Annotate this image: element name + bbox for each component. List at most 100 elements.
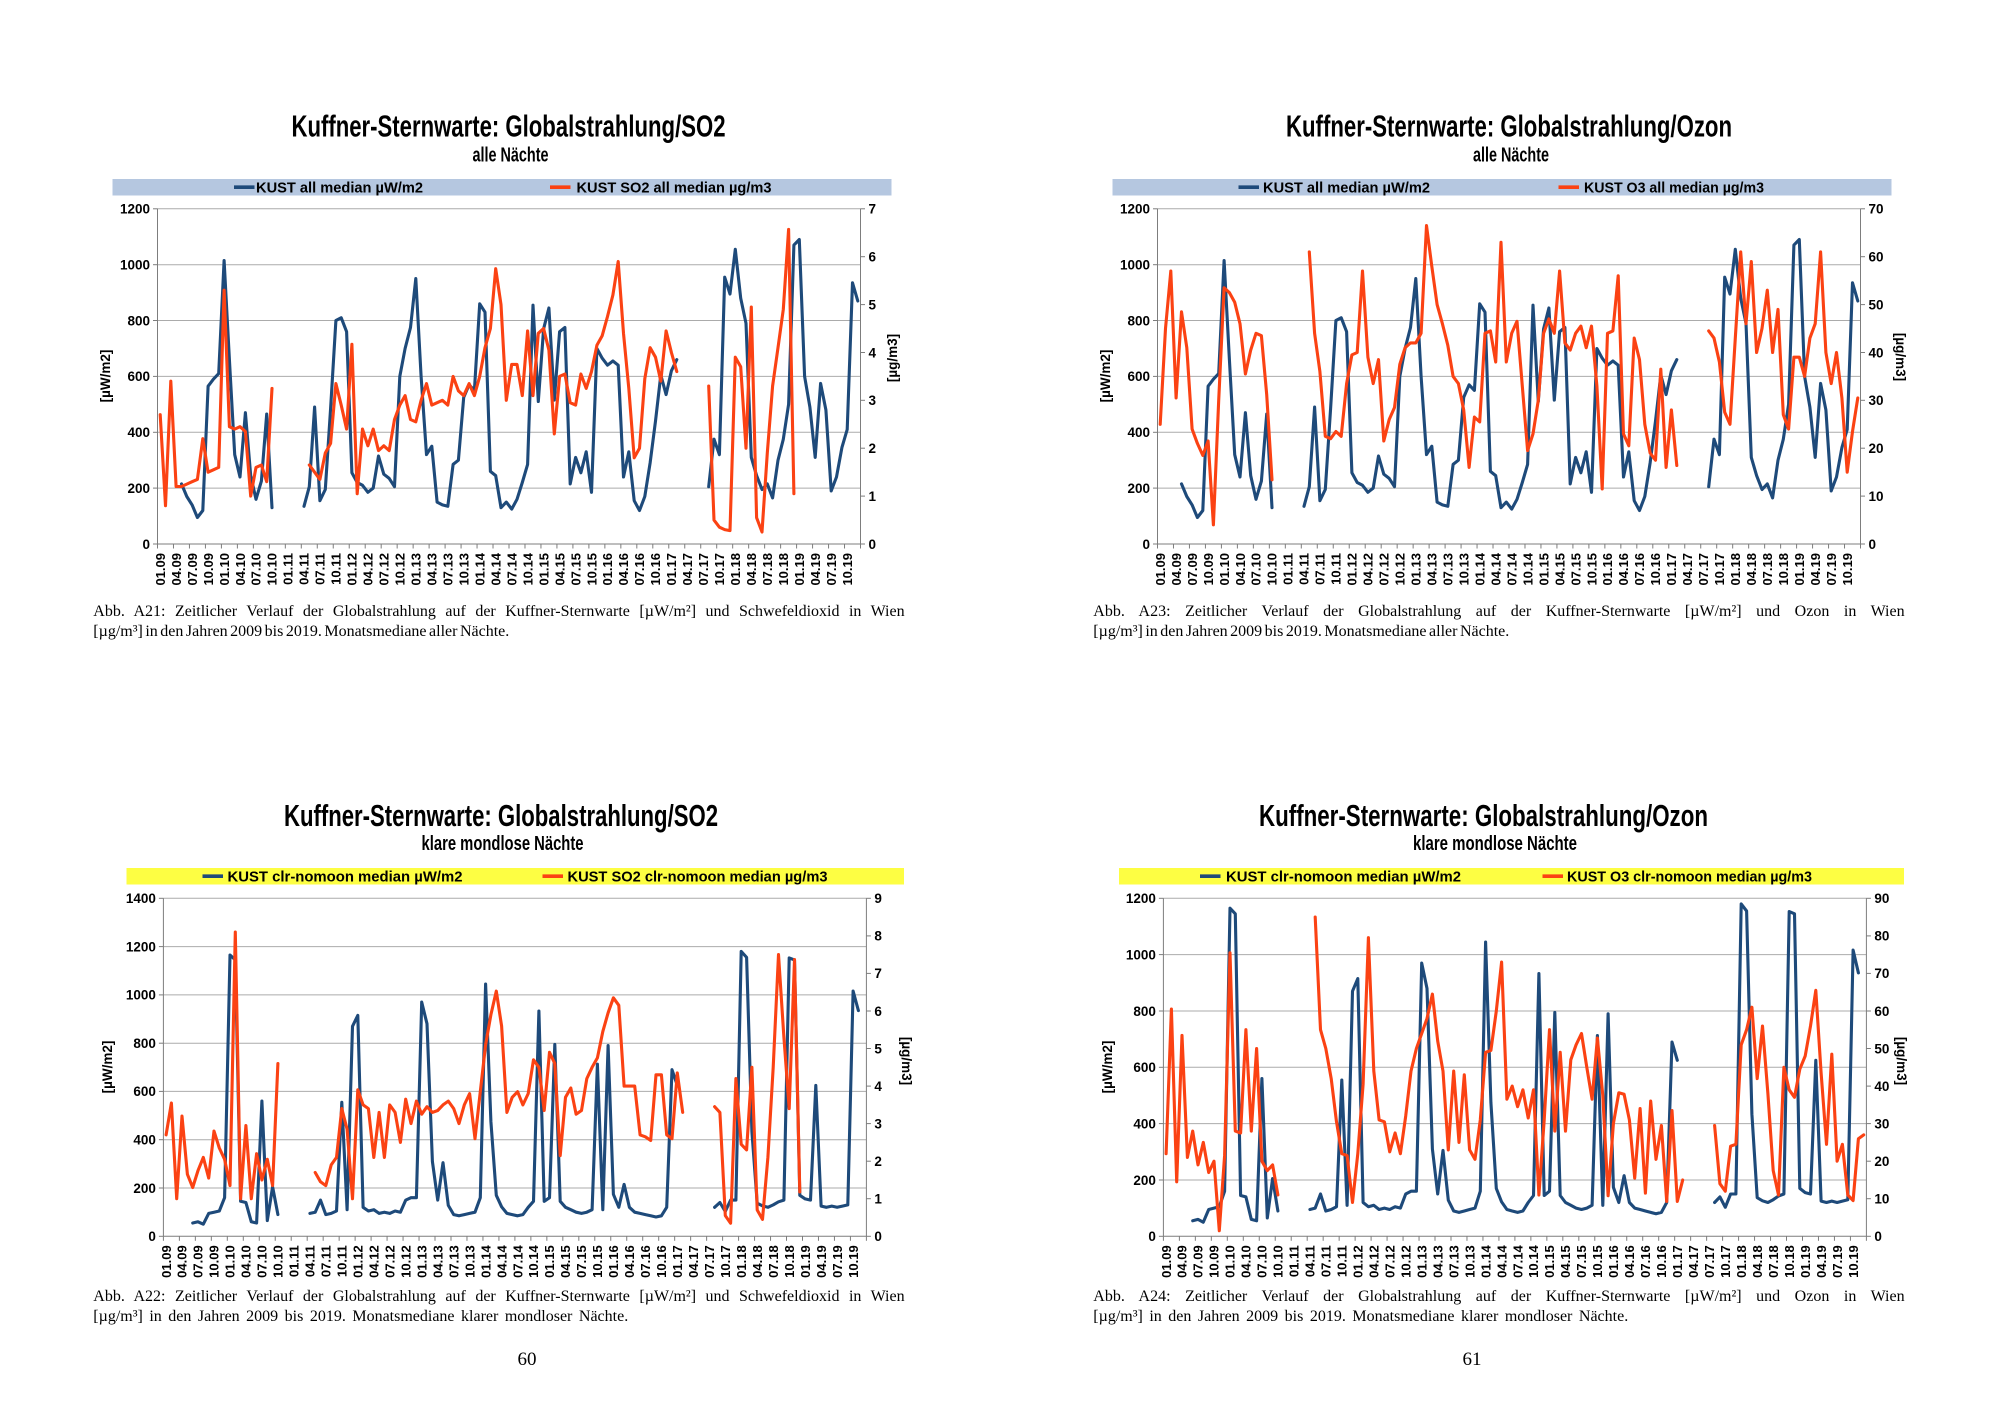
svg-text:01.19: 01.19 bbox=[1798, 1245, 1813, 1278]
svg-text:KUST O3 clr-nomoon median µg/m: KUST O3 clr-nomoon median µg/m3 bbox=[1567, 869, 1812, 886]
svg-text:07.18: 07.18 bbox=[1760, 553, 1775, 586]
svg-text:01.15: 01.15 bbox=[542, 1245, 557, 1278]
svg-text:10.19: 10.19 bbox=[1840, 553, 1855, 586]
svg-text:04.14: 04.14 bbox=[494, 1245, 509, 1278]
svg-text:07.19: 07.19 bbox=[1830, 1245, 1845, 1278]
svg-text:40: 40 bbox=[1869, 345, 1884, 360]
svg-text:10.13: 10.13 bbox=[456, 553, 471, 586]
svg-text:1200: 1200 bbox=[1120, 202, 1150, 217]
svg-text:01.12: 01.12 bbox=[1350, 1245, 1365, 1278]
svg-text:04.19: 04.19 bbox=[1814, 1245, 1829, 1278]
svg-text:5: 5 bbox=[874, 1041, 882, 1056]
svg-text:04.17: 04.17 bbox=[680, 553, 695, 586]
svg-text:200: 200 bbox=[1133, 1173, 1156, 1188]
svg-text:10.16: 10.16 bbox=[648, 553, 663, 586]
svg-text:04.13: 04.13 bbox=[1430, 1245, 1445, 1278]
svg-text:07.13: 07.13 bbox=[1440, 553, 1455, 586]
svg-text:10.17: 10.17 bbox=[718, 1245, 733, 1278]
svg-text:01.16: 01.16 bbox=[1600, 553, 1615, 586]
svg-text:01.16: 01.16 bbox=[606, 1245, 621, 1278]
svg-text:10.12: 10.12 bbox=[393, 553, 408, 586]
svg-text:07.17: 07.17 bbox=[1696, 553, 1711, 586]
svg-text:10.19: 10.19 bbox=[1846, 1245, 1861, 1278]
svg-text:0: 0 bbox=[869, 537, 877, 552]
svg-text:04.17: 04.17 bbox=[686, 1245, 701, 1278]
svg-text:alle Nächte: alle Nächte bbox=[473, 145, 549, 167]
svg-text:07.09: 07.09 bbox=[185, 553, 200, 586]
svg-text:KUST SO2 clr-nomoon median µg/: KUST SO2 clr-nomoon median µg/m3 bbox=[568, 869, 828, 886]
svg-text:07.10: 07.10 bbox=[1249, 553, 1264, 586]
svg-text:KUST all median µW/m2: KUST all median µW/m2 bbox=[1263, 180, 1430, 197]
svg-text:[µg/m3]: [µg/m3] bbox=[885, 334, 900, 382]
svg-text:07.10: 07.10 bbox=[1255, 1245, 1270, 1278]
svg-text:10.09: 10.09 bbox=[201, 553, 216, 586]
svg-text:10.16: 10.16 bbox=[654, 1245, 669, 1278]
svg-text:04.17: 04.17 bbox=[1686, 1245, 1701, 1278]
svg-text:20: 20 bbox=[1874, 1154, 1889, 1169]
svg-text:10.12: 10.12 bbox=[1393, 553, 1408, 586]
svg-text:10: 10 bbox=[1874, 1192, 1889, 1207]
svg-text:200: 200 bbox=[133, 1181, 156, 1196]
svg-text:4: 4 bbox=[869, 345, 877, 360]
svg-text:1200: 1200 bbox=[1126, 891, 1156, 906]
svg-text:04.16: 04.16 bbox=[622, 1245, 637, 1278]
svg-text:04.18: 04.18 bbox=[744, 553, 759, 586]
svg-text:[µW/m2]: [µW/m2] bbox=[98, 350, 113, 403]
svg-text:07.15: 07.15 bbox=[568, 553, 583, 586]
svg-text:07.19: 07.19 bbox=[830, 1245, 845, 1278]
svg-text:10.09: 10.09 bbox=[207, 1245, 222, 1278]
svg-text:01.13: 01.13 bbox=[409, 553, 424, 586]
svg-text:04.15: 04.15 bbox=[1552, 553, 1567, 586]
svg-text:01.18: 01.18 bbox=[1734, 1245, 1749, 1278]
svg-text:01.11: 01.11 bbox=[281, 553, 296, 585]
svg-text:07.14: 07.14 bbox=[1504, 552, 1519, 585]
svg-text:04.18: 04.18 bbox=[750, 1245, 765, 1278]
svg-text:01.12: 01.12 bbox=[350, 1245, 365, 1278]
svg-text:01.09: 01.09 bbox=[1153, 553, 1168, 586]
svg-text:07.14: 07.14 bbox=[510, 1245, 525, 1278]
svg-text:600: 600 bbox=[127, 369, 150, 384]
svg-text:20: 20 bbox=[1869, 441, 1884, 456]
svg-text:10.17: 10.17 bbox=[1712, 553, 1727, 586]
svg-text:60: 60 bbox=[1874, 1004, 1889, 1019]
svg-text:800: 800 bbox=[1127, 313, 1150, 328]
svg-text:10.11: 10.11 bbox=[1335, 1245, 1350, 1277]
svg-text:01.14: 01.14 bbox=[1472, 552, 1487, 585]
svg-text:10.10: 10.10 bbox=[1271, 1245, 1286, 1278]
svg-text:07.13: 07.13 bbox=[1446, 1245, 1461, 1278]
svg-text:10.15: 10.15 bbox=[1590, 1245, 1605, 1278]
svg-text:01.09: 01.09 bbox=[1159, 1245, 1174, 1278]
svg-text:04.10: 04.10 bbox=[1239, 1245, 1254, 1278]
svg-text:01.17: 01.17 bbox=[664, 553, 679, 586]
svg-text:04.18: 04.18 bbox=[1750, 1245, 1765, 1278]
svg-text:07.16: 07.16 bbox=[1632, 553, 1647, 586]
svg-text:10.11: 10.11 bbox=[329, 553, 344, 585]
svg-text:2: 2 bbox=[874, 1154, 882, 1169]
svg-text:[µW/m2]: [µW/m2] bbox=[1100, 1041, 1115, 1094]
svg-text:01.17: 01.17 bbox=[1670, 1245, 1685, 1278]
svg-text:04.19: 04.19 bbox=[1808, 553, 1823, 586]
svg-text:KUST clr-nomoon median µW/m2: KUST clr-nomoon median µW/m2 bbox=[228, 869, 463, 886]
svg-text:01.13: 01.13 bbox=[1414, 1245, 1429, 1278]
svg-text:10.10: 10.10 bbox=[271, 1245, 286, 1278]
svg-text:04.09: 04.09 bbox=[1175, 1245, 1190, 1278]
svg-text:04.13: 04.13 bbox=[424, 553, 439, 586]
svg-text:1400: 1400 bbox=[126, 891, 156, 906]
svg-text:07.15: 07.15 bbox=[574, 1245, 589, 1278]
svg-text:10.12: 10.12 bbox=[398, 1245, 413, 1278]
svg-text:10.13: 10.13 bbox=[462, 1245, 477, 1278]
svg-text:07.09: 07.09 bbox=[1191, 1245, 1206, 1278]
svg-text:KUST all median µW/m2: KUST all median µW/m2 bbox=[256, 180, 423, 197]
svg-text:01.14: 01.14 bbox=[472, 552, 487, 585]
svg-text:klare mondlose Nächte: klare mondlose Nächte bbox=[1413, 833, 1577, 855]
svg-text:04.15: 04.15 bbox=[1558, 1245, 1573, 1278]
svg-text:800: 800 bbox=[133, 1036, 156, 1051]
svg-text:200: 200 bbox=[1127, 481, 1150, 496]
svg-text:01.15: 01.15 bbox=[1536, 553, 1551, 586]
svg-text:07.18: 07.18 bbox=[760, 553, 775, 586]
svg-text:90: 90 bbox=[1874, 891, 1889, 906]
svg-text:600: 600 bbox=[1127, 369, 1150, 384]
svg-text:[µW/m2]: [µW/m2] bbox=[100, 1041, 115, 1094]
svg-text:01.19: 01.19 bbox=[798, 1245, 813, 1278]
svg-text:10.16: 10.16 bbox=[1648, 553, 1663, 586]
